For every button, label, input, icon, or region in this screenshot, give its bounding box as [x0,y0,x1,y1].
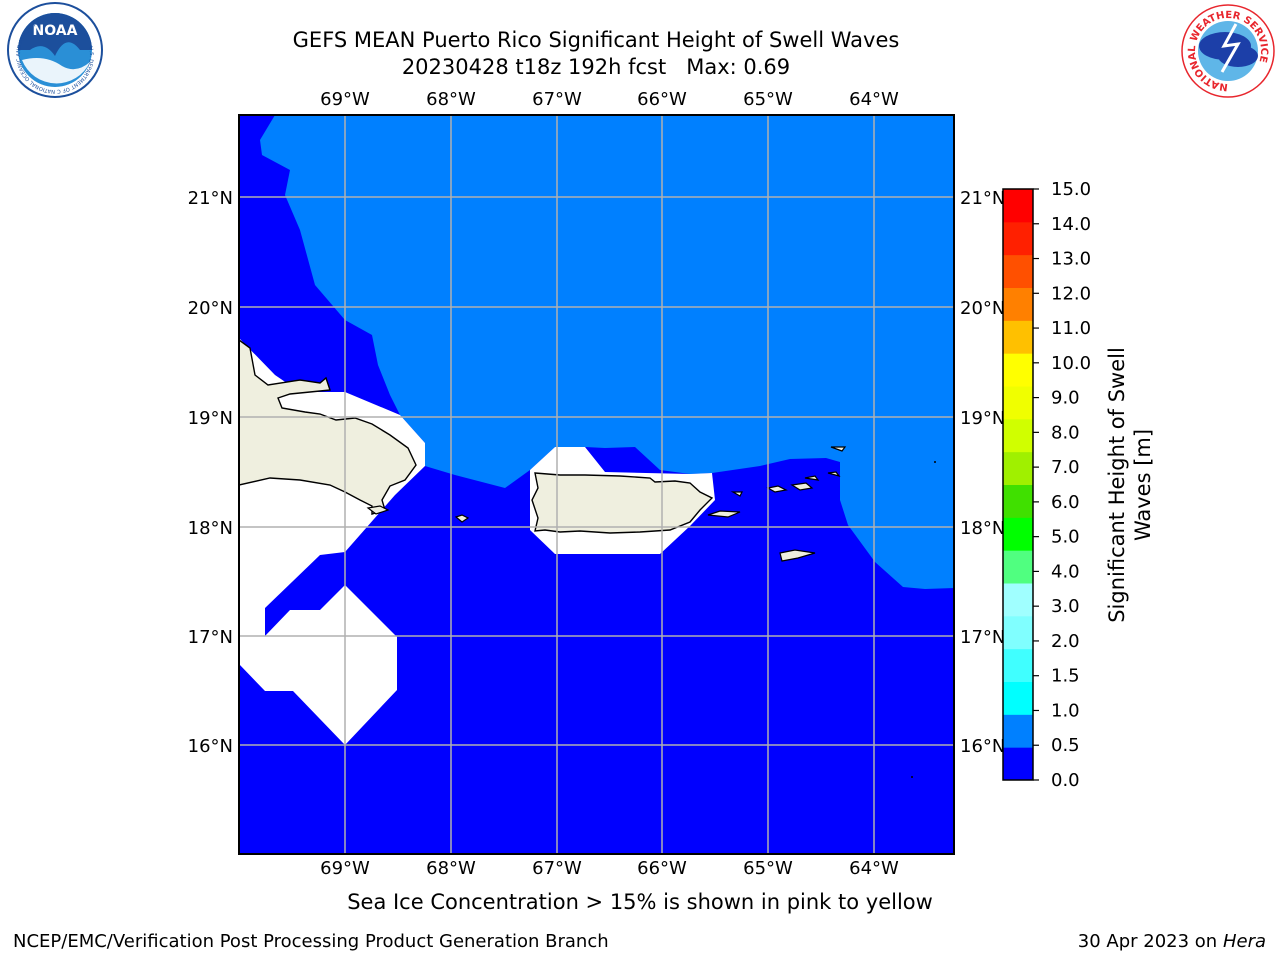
lat-label-left: 16°N [188,736,233,757]
colorbar-swatch [1003,747,1033,781]
colorbar-label-line2: Waves [m] [1131,429,1155,541]
sea-ice-note: Sea Ice Concentration > 15% is shown in … [347,890,933,914]
lon-label-top: 65°W [743,89,793,110]
lat-label-right: 16°N [960,736,1005,757]
lon-label-top: 66°W [637,89,687,110]
colorbar-tick-label: 3.0 [1051,596,1080,617]
colorbar-tick-label: 1.0 [1051,700,1080,721]
land-anegada [830,446,847,452]
colorbar-swatch [1003,418,1033,453]
lon-label-bottom: 64°W [849,858,899,879]
lon-labels: 69°W 68°W 67°W 66°W 65°W 64°W 69°W 68°W … [320,89,899,879]
nws-logo: NATIONAL WEATHER SERVICE [1181,4,1275,98]
noaa-logo: NOAA NATIONAL OCEANIC AND ATMOSPHERIC AD… [0,0,103,98]
lat-label-left: 18°N [188,518,233,539]
lon-label-top: 68°W [426,89,476,110]
colorbar-swatch [1003,287,1033,321]
colorbar: 0.0 0.5 1.0 1.5 2.0 3.0 4.0 5.0 6.0 7.0 8.0 9.0 10.0… [1002,179,1091,791]
colorbar-tick-label: 0.0 [1051,770,1080,791]
lon-label-bottom: 65°W [743,858,793,879]
colorbar-tick-label: 2.0 [1051,631,1080,652]
lat-label-right: 20°N [960,298,1005,319]
colorbar-tick-label: 8.0 [1051,422,1080,443]
colorbar-tick-label: 11.0 [1051,318,1091,339]
colorbar-swatch [1003,484,1033,518]
colorbar-swatch [1003,583,1033,617]
lon-label-top: 64°W [849,89,899,110]
lon-label-bottom: 67°W [532,858,582,879]
land-puerto-rico [531,472,714,534]
land-vieques [707,510,741,518]
colorbar-swatch [1003,550,1033,584]
lat-label-left: 20°N [188,298,233,319]
lat-label-right: 21°N [960,188,1005,209]
colorbar-tick-label: 5.0 [1051,527,1080,548]
colorbar-tick-label: 6.0 [1051,492,1080,513]
colorbar-swatch [1003,254,1033,288]
footer-date: 30 Apr 2023 on Hera [1078,931,1266,952]
colorbar-tick-label: 12.0 [1051,283,1091,304]
map-subtitle: 20230428 t18z 192h fcst Max: 0.69 [401,55,791,79]
colorbar-frame [1002,188,1034,781]
colorbar-swatch [1003,451,1033,485]
colorbar-swatch [1003,353,1033,387]
land-st-croix [779,549,816,562]
lat-label-right: 17°N [960,627,1005,648]
map-frame [238,114,955,855]
swell-band-mid [260,115,954,589]
colorbar-tick-label: 7.0 [1051,457,1080,478]
footer-host: Hera [1222,931,1266,952]
colorbar-tick-label: 0.5 [1051,735,1080,756]
colorbar-swatch [1003,714,1033,748]
land-saona-island [366,505,390,515]
lon-label-top: 69°W [320,89,370,110]
lat-label-left: 19°N [188,408,233,429]
land-culebra [730,491,743,497]
colorbar-swatch [1003,386,1033,420]
colorbar-tick-label: 15.0 [1051,179,1091,200]
lat-label-right: 19°N [960,408,1005,429]
map-plot [239,115,954,854]
colorbar-tick-label: 13.0 [1051,249,1091,270]
colorbar-swatch [1003,648,1033,682]
colorbar-tick-label: 14.0 [1051,214,1091,235]
lat-labels: 21°N 20°N 19°N 18°N 17°N 16°N 21°N 20°N … [188,188,1006,757]
colorbar-swatch [1003,221,1033,256]
colorbar-swatch [1003,615,1033,650]
colorbar-tick-label: 9.0 [1051,388,1080,409]
lon-label-top: 67°W [532,89,582,110]
footer-branch: NCEP/EMC/Verification Post Processing Pr… [13,931,609,952]
footer-date-text: 30 Apr 2023 on [1077,931,1223,952]
lat-label-left: 21°N [188,188,233,209]
colorbar-tick-label: 1.5 [1051,666,1080,687]
graticule [239,115,954,854]
lon-label-bottom: 69°W [320,858,370,879]
land-hispaniola [239,339,417,515]
lon-label-bottom: 68°W [426,858,476,879]
colorbar-tick-label: 10.0 [1051,353,1091,374]
land-virgin-islands [766,475,820,493]
colorbar-label-line1: Significant Height of Swell [1105,347,1129,623]
colorbar-swatch [1003,189,1033,223]
land-sombrero [827,471,841,478]
colorbar-swatch [1003,517,1033,551]
lat-label-right: 18°N [960,518,1005,539]
colorbar-swatch [1003,681,1033,715]
lon-label-bottom: 66°W [637,858,687,879]
colorbar-tick-label: 4.0 [1051,561,1080,582]
map-title: GEFS MEAN Puerto Rico Significant Height… [292,28,900,52]
land-mona-island [454,514,470,523]
lat-label-left: 17°N [188,627,233,648]
noaa-logo-text: NOAA [33,23,78,39]
colorbar-swatch [1003,320,1033,354]
